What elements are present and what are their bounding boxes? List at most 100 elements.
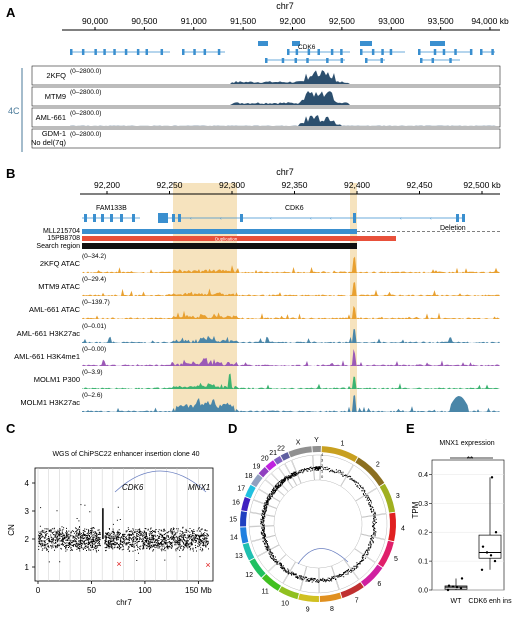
circos-link	[297, 548, 349, 565]
panel-e-ylabel: TPM	[411, 501, 420, 518]
e-point	[446, 588, 450, 592]
panel-c-letter: C	[6, 421, 16, 436]
a-tick-label: 94,000 kb	[471, 16, 509, 26]
c-cn-points	[38, 504, 209, 563]
b-track-signal	[82, 373, 500, 389]
e-point	[490, 476, 494, 479]
a-exon	[94, 49, 97, 55]
b-track-range: (0–139.7)	[82, 299, 110, 306]
circos-cn-points	[297, 466, 314, 475]
b-track-name: AML-661 ATAC	[29, 305, 81, 314]
circos-chrom-band	[241, 497, 251, 512]
a-exon	[389, 49, 393, 55]
b-tick-label: 92,500 kb	[463, 180, 501, 190]
a-exon	[193, 49, 196, 55]
circos-chrom-band	[251, 474, 263, 488]
circos-chrom-band	[249, 558, 266, 578]
circos-chrom-label: 11	[261, 589, 268, 596]
panel-b: B chr7 92,200 92,250 92,300 92,350 92,400 92,…	[6, 166, 501, 412]
b-track-name: MOLM1 P300	[34, 375, 80, 384]
a-track-name: AML-661	[36, 113, 66, 122]
panel-a-tracks: 2KFQ (0–2800.0) MTM9 (0–2800.0) AML-661 (0–28…	[31, 65, 501, 149]
a-exon	[113, 49, 116, 55]
circos-chrom-label: 19	[253, 463, 261, 470]
a-tick-label: 92,500	[329, 16, 355, 26]
panel-b-gene-track: ‹ ‹ ‹ ‹ ‹ ‹ ‹	[82, 213, 465, 223]
circos-scale-label: 1	[321, 469, 324, 474]
a-exon	[203, 49, 207, 55]
circos-chrom-band	[258, 466, 269, 478]
e-point	[455, 585, 459, 589]
e-ytick-label: 0.4	[418, 472, 428, 479]
b-exon-fam	[120, 214, 123, 222]
b-track-range: (0–0.00)	[82, 346, 106, 353]
circos-chrom-label: 5	[394, 556, 398, 563]
e-point	[489, 554, 493, 557]
panel-b-letter: B	[6, 166, 15, 181]
circos-chrom-band	[355, 457, 385, 487]
e-point	[485, 551, 489, 554]
panel-a: A chr7 90,000 90,500 91,000 91,500 92,000 92,…	[6, 1, 509, 152]
b-track-name: AML-661 H3K27ac	[17, 329, 81, 338]
a-exon	[295, 49, 299, 55]
b-tick-label: 92,450	[407, 180, 433, 190]
a-track-name: GDM-1	[42, 129, 66, 138]
circos-cn-points	[260, 526, 267, 539]
c-ytick-label: 2	[25, 535, 30, 544]
a-exon	[317, 49, 320, 55]
circos-chrom-band	[340, 582, 364, 599]
a-track-range: (0–2800.0)	[70, 110, 101, 117]
circos-scale-label: 0	[321, 474, 324, 479]
circos-cn-points	[363, 536, 374, 556]
b-exon-fam	[110, 214, 113, 222]
b-track-range: (0–0.01)	[82, 323, 106, 330]
b-track-name: MTM9 ATAC	[38, 282, 80, 291]
panel-b-chrom-label: chr7	[276, 167, 294, 177]
e-point	[481, 545, 485, 548]
a-exon	[160, 49, 164, 55]
e-point	[447, 584, 451, 587]
a-exon-lower	[281, 58, 285, 63]
b-exon-cdk6	[178, 214, 181, 222]
circos-track-bg	[360, 513, 388, 540]
e-point	[480, 568, 484, 571]
panel-d-letter: D	[228, 421, 237, 436]
b-strand-arrow: ‹	[330, 216, 332, 222]
panel-c: C WGS of ChiPSC22 enhancer insertion clo…	[6, 421, 214, 607]
a-tick-label: 93,500	[428, 16, 454, 26]
a-gene-upper	[360, 41, 372, 46]
circos-cn-points	[277, 562, 290, 575]
circos-track-bg	[282, 561, 307, 591]
circos-chrom-label: 9	[306, 606, 310, 613]
circos-cn-points	[346, 475, 367, 496]
panel-b-ticks: 92,200 92,250 92,300 92,350 92,400 92,450 92,5…	[94, 180, 501, 194]
circos-cn-points	[335, 568, 353, 578]
gene-label-cdk6: CDK6	[285, 205, 304, 212]
circos-chrom-label: 6	[377, 581, 381, 588]
c-ytick-label: 3	[25, 507, 30, 516]
circos-cn-points	[365, 494, 376, 516]
annot-bar-duplication	[82, 236, 396, 241]
b-track-signal	[82, 349, 500, 366]
a-exon	[136, 49, 140, 55]
circos-cn-points	[319, 575, 337, 583]
a-exon	[491, 49, 494, 55]
circos-chrom-band	[245, 484, 256, 499]
cdk6-label: CDK6	[122, 483, 144, 492]
a-exon-lower	[326, 58, 329, 63]
e-point	[459, 587, 463, 590]
circos-chrom-band	[240, 527, 249, 544]
panel-c-axes: 1 2 3 4 0 50 100 150 Mb	[25, 479, 213, 595]
circos-cn-points	[260, 514, 266, 527]
cdk6-marker: ×	[116, 559, 121, 569]
gene-label-fam133b: FAM133B	[96, 205, 127, 212]
circos-track-bg	[248, 525, 276, 542]
a-exon	[469, 49, 473, 55]
insertion-arc	[114, 470, 207, 493]
annot-label-mll: MLL215704	[43, 228, 80, 235]
circos-chrom-band	[288, 446, 312, 458]
panel-b-tracks: 2KFQ ATAC(0–34.2) MTM9 ATAC(0–29.4) AML-66…	[14, 253, 500, 412]
a-tick-label: 90,000	[82, 16, 108, 26]
highlight-region-1	[173, 183, 237, 411]
